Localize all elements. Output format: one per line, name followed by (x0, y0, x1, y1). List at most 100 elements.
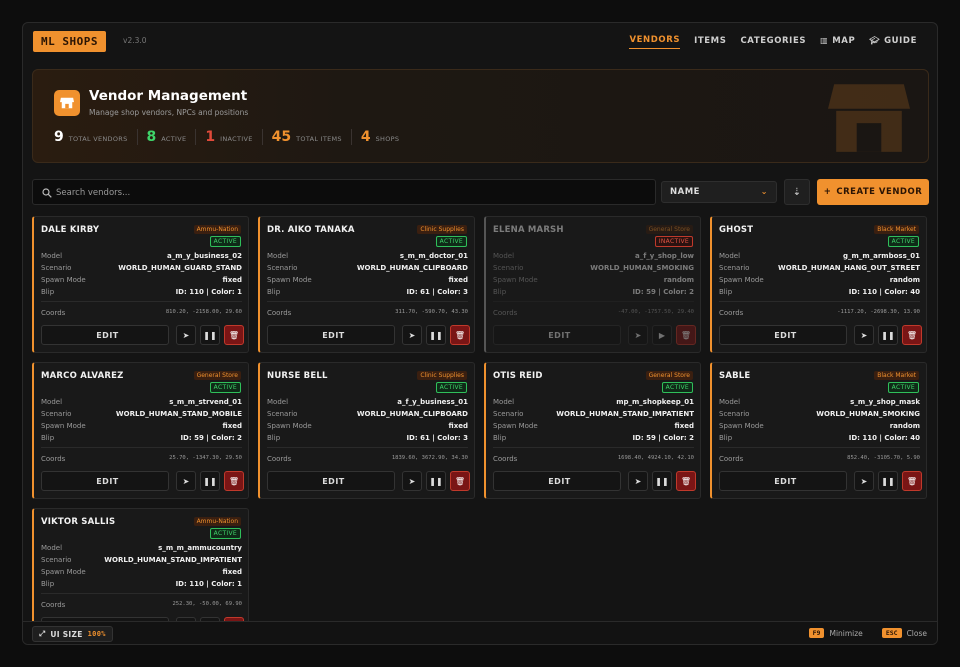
ui-size-button[interactable]: ⤢ UI SIZE 100% (32, 626, 113, 642)
teleport-button[interactable]: ➤ (402, 471, 422, 491)
detail-label: Blip (719, 434, 733, 442)
edit-button[interactable]: EDIT (267, 325, 395, 345)
navigation-arrow-icon: ➤ (182, 330, 190, 340)
edit-label: EDIT (322, 476, 345, 486)
card-actions: EDIT ➤ ❚❚ 🗑︎ (267, 325, 470, 345)
stat-value: 1 (205, 129, 216, 145)
vendor-details: Model a_f_y_business_01 Scenario WORLD_HUM… (267, 398, 468, 446)
detail-label: Spawn Mode (267, 422, 312, 430)
pause-button[interactable]: ❚❚ (200, 471, 220, 491)
coords-value: 25.70, -1347.30, 29.50 (169, 455, 242, 461)
vendor-details: Model mp_m_shopkeep_01 Scenario WORLD_HUMA… (493, 398, 694, 446)
divider (493, 301, 694, 302)
vendor-card: ELENA MARSH General Store INACTIVE Model… (484, 216, 701, 353)
pause-button[interactable]: ❚❚ (200, 617, 220, 621)
status-badge: ACTIVE (887, 382, 919, 393)
teleport-button[interactable]: ➤ (628, 325, 648, 345)
detail-row-spawn: Spawn Mode fixed (41, 276, 242, 288)
pause-button[interactable]: ❚❚ (426, 325, 446, 345)
delete-button[interactable]: 🗑︎ (224, 471, 244, 491)
edit-button[interactable]: EDIT (493, 325, 621, 345)
sort-direction-button[interactable]: ⇣ (784, 179, 810, 205)
delete-button[interactable]: 🗑︎ (676, 325, 696, 345)
coords-value: 1839.60, 3672.90, 34.30 (391, 455, 468, 461)
edit-label: EDIT (548, 330, 571, 340)
teleport-button[interactable]: ➤ (628, 471, 648, 491)
trash-icon: 🗑︎ (228, 330, 240, 340)
detail-label: Spawn Mode (267, 276, 312, 284)
category-badge: Clinic Supplies (417, 371, 467, 380)
teleport-button[interactable]: ➤ (854, 325, 874, 345)
edit-button[interactable]: EDIT (41, 325, 169, 345)
hint-minimize: Minimize (829, 628, 863, 638)
detail-row-model: Model s_m_m_ammucountry (41, 544, 242, 556)
graduation-cap-icon: 🎓︎ (869, 36, 881, 45)
edit-button[interactable]: EDIT (41, 471, 169, 491)
coords-label: Coords (41, 601, 66, 609)
delete-button[interactable]: 🗑︎ (450, 471, 470, 491)
vendor-details: Model s_m_m_doctor_01 Scenario WORLD_HUMAN… (267, 252, 468, 300)
play-button[interactable]: ▶ (652, 325, 672, 345)
teleport-button[interactable]: ➤ (402, 325, 422, 345)
detail-label: Blip (267, 288, 281, 296)
pause-button[interactable]: ❚❚ (878, 325, 898, 345)
pause-button[interactable]: ❚❚ (652, 471, 672, 491)
coords-label: Coords (41, 455, 66, 463)
edit-button[interactable]: EDIT (267, 471, 395, 491)
create-vendor-button[interactable]: + CREATE VENDOR (817, 179, 929, 205)
status-badge: ACTIVE (887, 236, 919, 247)
edit-button[interactable]: EDIT (719, 325, 847, 345)
edit-button[interactable]: EDIT (719, 471, 847, 491)
coords-label: Coords (719, 455, 744, 463)
pause-button[interactable]: ❚❚ (200, 325, 220, 345)
plus-icon: + (823, 187, 832, 197)
vendor-details: Model s_m_m_strvend_01 Scenario WORLD_HUMA… (41, 398, 242, 446)
nav-categories[interactable]: CATEGORIES (740, 35, 806, 49)
edit-button[interactable]: EDIT (41, 617, 169, 621)
detail-label: Model (719, 252, 741, 260)
delete-button[interactable]: 🗑︎ (224, 325, 244, 345)
stat-total-items: 45 TOTAL ITEMS (272, 129, 352, 145)
vendor-name: MARCO ALVAREZ (41, 371, 124, 381)
sort-select[interactable]: NAME ⌄ (661, 181, 777, 203)
detail-row-spawn: Spawn Mode fixed (267, 422, 468, 434)
edit-button[interactable]: EDIT (493, 471, 621, 491)
detail-row-model: Model s_m_m_doctor_01 (267, 252, 468, 264)
detail-label: Spawn Mode (41, 276, 86, 284)
nav-vendors[interactable]: VENDORS (629, 35, 681, 49)
detail-value: ID: 61 | Color: 3 (406, 434, 468, 442)
coords-label: Coords (493, 455, 518, 463)
store-watermark-icon (828, 84, 910, 152)
delete-button[interactable]: 🗑︎ (676, 471, 696, 491)
coords-row: Coords 25.70, -1347.30, 29.50 (41, 455, 242, 463)
delete-button[interactable]: 🗑︎ (450, 325, 470, 345)
teleport-button[interactable]: ➤ (854, 471, 874, 491)
nav-guide[interactable]: 🎓︎ GUIDE (869, 35, 917, 49)
detail-row-spawn: Spawn Mode fixed (267, 276, 468, 288)
vendor-name: NURSE BELL (267, 371, 328, 381)
vendor-card: DALE KIRBY Ammu-Nation ACTIVE Model a_m_y… (32, 216, 249, 353)
detail-row-blip: Blip ID: 110 | Color: 1 (41, 288, 242, 300)
pause-button[interactable]: ❚❚ (878, 471, 898, 491)
detail-label: Scenario (719, 264, 750, 272)
nav-label: ITEMS (694, 35, 727, 46)
vendor-card: GHOST Black Market ACTIVE Model g_m_m_arm… (710, 216, 927, 353)
detail-value: WORLD_HUMAN_STAND_IMPATIENT (104, 556, 242, 564)
search-input[interactable] (56, 184, 646, 201)
delete-button[interactable]: 🗑︎ (902, 471, 922, 491)
nav-items[interactable]: ITEMS (694, 35, 726, 49)
nav-map[interactable]: ▥ MAP (820, 35, 855, 49)
vendor-name: OTIS REID (493, 371, 543, 381)
pause-button[interactable]: ❚❚ (426, 471, 446, 491)
teleport-button[interactable]: ➤ (176, 325, 196, 345)
category-badge: Black Market (874, 225, 919, 234)
card-actions: EDIT ➤ ❚❚ 🗑︎ (267, 471, 470, 491)
edit-label: EDIT (774, 476, 797, 486)
delete-button[interactable]: 🗑︎ (224, 617, 244, 621)
delete-button[interactable]: 🗑︎ (902, 325, 922, 345)
detail-row-scenario: Scenario WORLD_HUMAN_STAND_IMPATIENT (493, 410, 694, 422)
detail-value: random (889, 422, 920, 430)
teleport-button[interactable]: ➤ (176, 617, 196, 621)
detail-value: WORLD_HUMAN_SMOKING (816, 410, 920, 418)
teleport-button[interactable]: ➤ (176, 471, 196, 491)
